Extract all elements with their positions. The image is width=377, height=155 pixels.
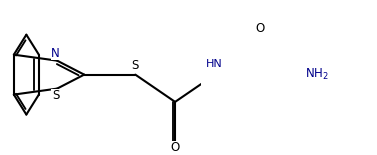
Text: N: N xyxy=(51,47,60,60)
Text: O: O xyxy=(256,22,265,35)
Text: O: O xyxy=(170,141,180,154)
Text: NH$_2$: NH$_2$ xyxy=(305,67,329,82)
Text: HN: HN xyxy=(205,59,222,69)
Text: S: S xyxy=(52,89,59,102)
Text: S: S xyxy=(132,59,139,72)
